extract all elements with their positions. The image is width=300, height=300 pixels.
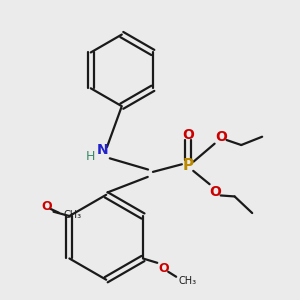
Text: O: O xyxy=(41,200,52,213)
Text: CH₃: CH₃ xyxy=(64,210,82,220)
Text: N: N xyxy=(97,143,108,157)
Text: O: O xyxy=(209,185,220,200)
Text: H: H xyxy=(85,150,94,163)
Text: O: O xyxy=(215,130,227,144)
Text: P: P xyxy=(183,158,194,173)
Text: O: O xyxy=(159,262,169,275)
Text: O: O xyxy=(182,128,194,142)
Text: CH₃: CH₃ xyxy=(178,276,196,286)
